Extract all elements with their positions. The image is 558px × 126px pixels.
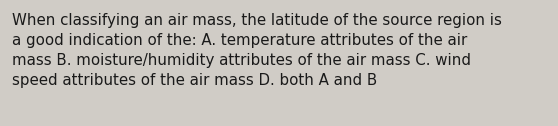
Text: When classifying an air mass, the latitude of the source region is
a good indica: When classifying an air mass, the latitu… — [12, 13, 502, 88]
